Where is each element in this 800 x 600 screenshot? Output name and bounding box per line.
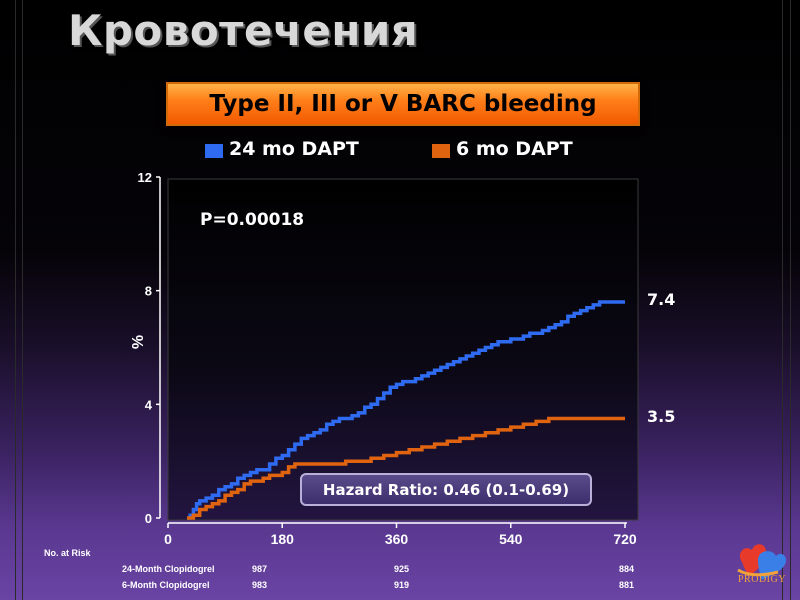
legend-swatch-blue	[205, 144, 223, 158]
end-label-24mo: 7.4	[647, 290, 676, 309]
risk-value: 884	[619, 564, 635, 574]
x-tick-label: 540	[499, 531, 523, 547]
p-value: P=0.00018	[200, 210, 305, 230]
chart-title-banner: Type II, III or V BARC bleeding	[168, 84, 638, 124]
legend-label: 6 mo DAPT	[456, 138, 573, 160]
slide-edge-line	[22, 0, 23, 600]
x-tick-label: 720	[613, 531, 637, 547]
risk-value: 919	[394, 580, 410, 590]
y-tick-label: 12	[138, 170, 152, 185]
end-label-6mo: 3.5	[647, 407, 676, 426]
risk-row-label: 24-Month Clopidogrel	[122, 564, 215, 574]
prodigy-logo-icon	[737, 544, 787, 580]
legend-item-6mo: 6 mo DAPT	[432, 138, 573, 160]
risk-row-label: 6-Month Clopidogrel	[122, 580, 210, 590]
legend-label: 24 mo DAPT	[229, 138, 359, 160]
hazard-ratio-box: Hazard Ratio: 0.46 (0.1-0.69)	[300, 473, 592, 506]
x-tick-label: 360	[385, 531, 409, 547]
series-line-6mo	[187, 416, 625, 520]
y-axis-label: %	[130, 335, 147, 349]
slide-edge-line	[782, 0, 783, 600]
risk-value: 983	[252, 580, 268, 590]
x-tick-label: 180	[271, 531, 295, 547]
y-tick-label: 0	[145, 511, 152, 526]
risk-value: 925	[394, 564, 410, 574]
chart-title: Type II, III or V BARC bleeding	[209, 91, 597, 117]
legend-item-24mo: 24 mo DAPT	[205, 138, 359, 160]
slide-edge-line	[15, 0, 16, 600]
legend-swatch-orange	[432, 144, 450, 158]
logo-text: PRODIGY	[738, 574, 786, 585]
risk-table-header: No. at Risk	[44, 548, 91, 558]
x-tick-label: 0	[164, 531, 172, 547]
plot-area	[167, 178, 639, 521]
slide-edge-line	[790, 0, 791, 600]
series-line-24mo	[187, 300, 625, 520]
risk-value: 881	[619, 580, 635, 590]
risk-value: 987	[252, 564, 268, 574]
y-tick-label: 8	[145, 284, 152, 299]
y-tick-label: 4	[145, 397, 153, 412]
slide-title: Кровотечения	[68, 6, 419, 55]
hazard-ratio-text: Hazard Ratio: 0.46 (0.1-0.69)	[322, 480, 570, 499]
